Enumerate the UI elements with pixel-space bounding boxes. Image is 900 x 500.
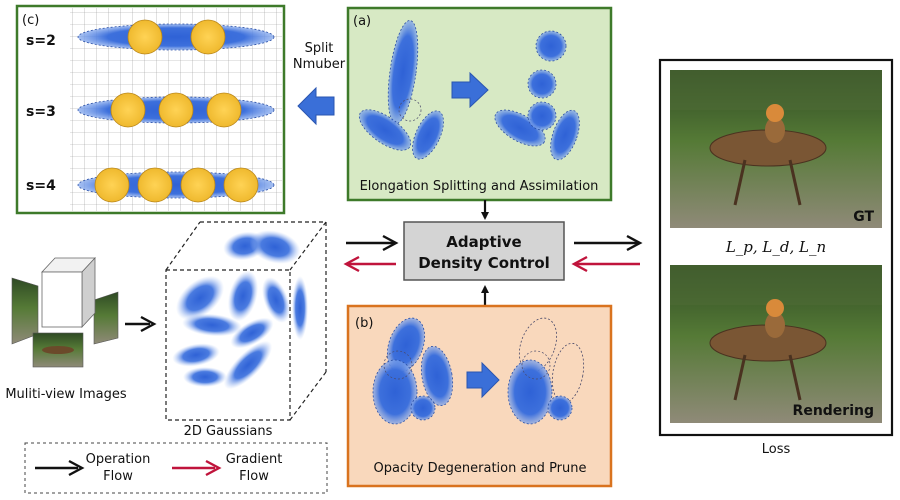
- split-number-line1: Split: [305, 41, 334, 56]
- split-row-s3: s=3: [26, 92, 275, 128]
- adaptive-density-control-box: Adaptive Density Control: [403, 221, 565, 281]
- panel-a-tag: (a): [353, 14, 371, 29]
- panel-b-caption: Opacity Degeneration and Prune: [374, 461, 587, 476]
- split-row-s2: s=2: [26, 19, 275, 55]
- rendering-label: Rendering: [793, 403, 874, 419]
- flow-arrows-right: [571, 234, 643, 273]
- legend: Operation Flow Gradient Flow: [24, 442, 328, 494]
- legend-gradient-line1: Gradient: [226, 452, 283, 467]
- split-label-s4: s=4: [26, 178, 56, 194]
- split-label-s3: s=3: [26, 104, 56, 120]
- multiview-images: Muliti-view Images: [5, 256, 127, 402]
- legend-operation-line1: Operation: [86, 452, 151, 467]
- legend-gradient-line2: Flow: [239, 469, 269, 484]
- loss-caption: Loss: [762, 442, 791, 457]
- gaussians-cube: 2D Gaussians: [165, 221, 327, 439]
- gaussians-label: 2D Gaussians: [184, 424, 273, 439]
- loss-formula: L_p, L_d, L_n: [725, 238, 826, 256]
- panel-c-tag: (c): [22, 13, 39, 28]
- legend-operation-line2: Flow: [103, 469, 133, 484]
- split-arrow-icon: [297, 86, 335, 126]
- panel-b-tag: (b): [355, 316, 373, 331]
- split-number-line2: Nmuber: [293, 57, 346, 72]
- adc-line1: Adaptive: [446, 233, 521, 251]
- loss-panel: GT L_p, L_d, L_n Rendering Loss: [658, 58, 894, 457]
- gt-label: GT: [853, 209, 874, 225]
- flow-arrows-left: [343, 234, 399, 273]
- arrow-input-to-gaussians: [140, 315, 157, 333]
- panel-c: (c) s=2 s=3 s=4: [15, 4, 286, 215]
- elongation-arrow-icon: [451, 71, 489, 109]
- rendering-image: Rendering: [670, 265, 882, 423]
- prune-arrow-icon: [466, 361, 500, 399]
- gt-image: GT: [670, 70, 882, 228]
- split-row-s4: s=4: [26, 167, 275, 203]
- panel-b: (b) Opacity Degeneration and Prune: [346, 304, 613, 488]
- multiview-label: Muliti-view Images: [5, 387, 127, 402]
- panel-a-caption: Elongation Splitting and Assimilation: [360, 179, 599, 194]
- split-label-s2: s=2: [26, 33, 56, 49]
- split-number-annotation: Split Nmuber: [293, 41, 346, 126]
- panel-a: (a) Elongation Splitting and Assimilatio…: [346, 6, 613, 202]
- adc-line2: Density Control: [418, 254, 550, 272]
